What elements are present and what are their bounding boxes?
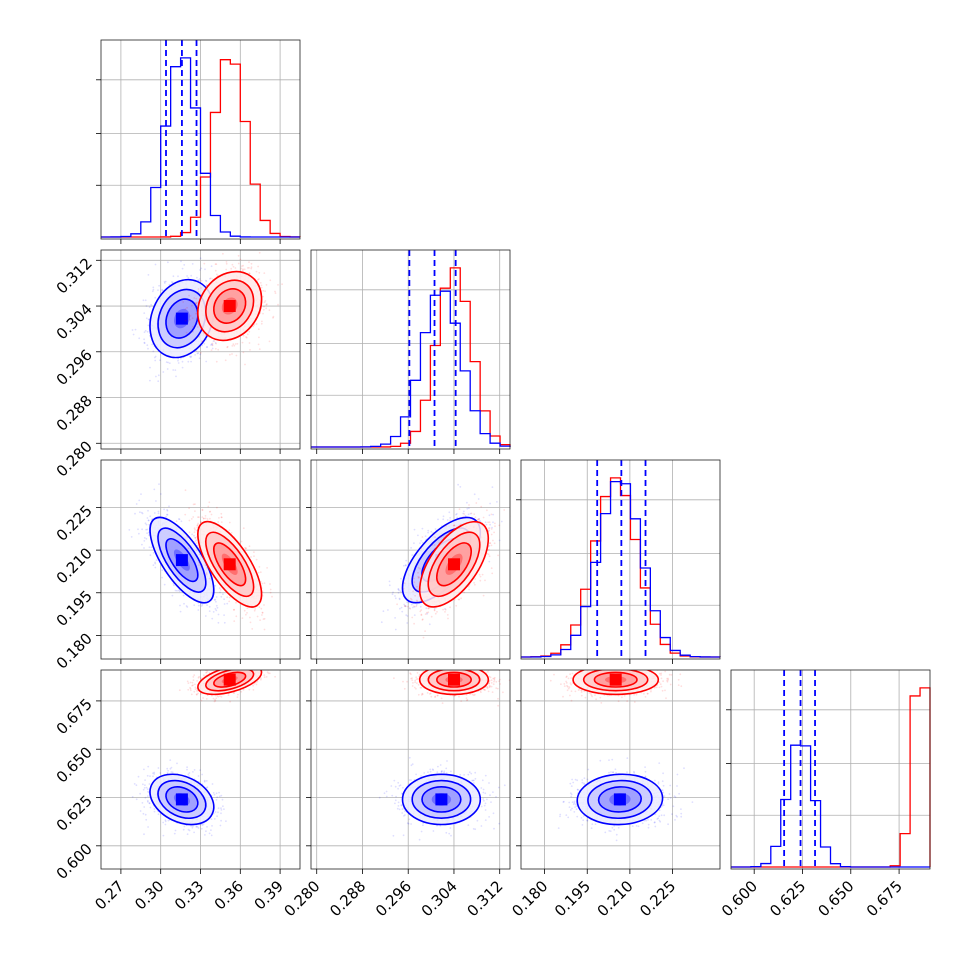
density-peak: [448, 673, 460, 686]
x-tick-label: 0.304: [418, 877, 461, 920]
density-peak: [175, 793, 188, 806]
x-tick-label: 0.296: [372, 877, 415, 920]
panel-p4-p4: [726, 669, 931, 874]
x-tick-label: 0.312: [463, 877, 506, 920]
histogram-p1: [101, 59, 301, 238]
y-tick-label: 0.312: [53, 254, 96, 297]
x-tick-label: 0.30: [131, 877, 167, 913]
x-tick-label: 0.280: [280, 877, 323, 920]
x-tick-label: 0.675: [863, 877, 906, 920]
y-tick-label: 0.625: [53, 792, 96, 835]
panel-p4-p2: [306, 669, 511, 874]
y-tick-label: 0.675: [53, 695, 96, 738]
x-tick-label: 0.195: [551, 877, 594, 920]
panel-p3-p1: [96, 459, 301, 664]
x-tick-label: 0.650: [815, 877, 858, 920]
x-tick-label: 0.36: [211, 877, 247, 913]
panel-p2-p2: [306, 249, 511, 454]
x-tick-label: 0.288: [326, 877, 369, 920]
panel-frame: [310, 459, 511, 660]
x-tick-label: 0.625: [766, 877, 809, 920]
y-tick-label: 0.650: [53, 743, 96, 786]
panel-p3-p2: [306, 459, 511, 664]
y-tick-label: 0.296: [53, 346, 96, 389]
panel-p3-p3: [516, 459, 721, 664]
panel-p4-p1: [96, 669, 301, 874]
density-peak: [223, 558, 236, 571]
panel-frame: [520, 669, 721, 870]
density-peak: [613, 793, 626, 806]
x-tick-label: 0.33: [171, 877, 207, 913]
density-peak: [223, 300, 236, 312]
density-peak: [223, 673, 236, 686]
panels: 0.2800.2880.2960.3040.3120.1800.1950.210…: [53, 39, 931, 920]
histogram-p1: [101, 57, 300, 238]
x-tick-label: 0.180: [508, 877, 551, 920]
x-tick-label: 0.27: [91, 877, 127, 913]
panel-frame: [310, 669, 511, 870]
panel-frame: [730, 669, 931, 870]
y-tick-label: 0.600: [53, 840, 96, 883]
histogram-p2: [311, 290, 511, 448]
y-tick-label: 0.225: [53, 502, 96, 545]
y-tick-label: 0.195: [53, 587, 96, 630]
y-tick-label: 0.288: [53, 392, 96, 435]
y-tick-label: 0.180: [53, 630, 96, 673]
panel-frame: [310, 249, 511, 450]
panel-frame: [520, 459, 721, 660]
panel-p4-p3: [516, 669, 721, 874]
panel-p1-p1: [96, 39, 301, 244]
y-tick-label: 0.280: [53, 437, 96, 480]
panel-p2-p1: [96, 249, 301, 454]
density-peak: [435, 793, 448, 806]
y-tick-label: 0.210: [53, 544, 96, 587]
density-peak: [448, 558, 460, 571]
density-peak: [609, 673, 622, 686]
x-tick-label: 0.600: [718, 877, 761, 920]
density-peak: [175, 312, 188, 325]
density-peak: [175, 554, 188, 567]
y-tick-label: 0.304: [53, 300, 96, 343]
x-tick-label: 0.225: [636, 877, 679, 920]
x-tick-label: 0.210: [594, 877, 637, 920]
histogram-p4: [731, 687, 931, 868]
